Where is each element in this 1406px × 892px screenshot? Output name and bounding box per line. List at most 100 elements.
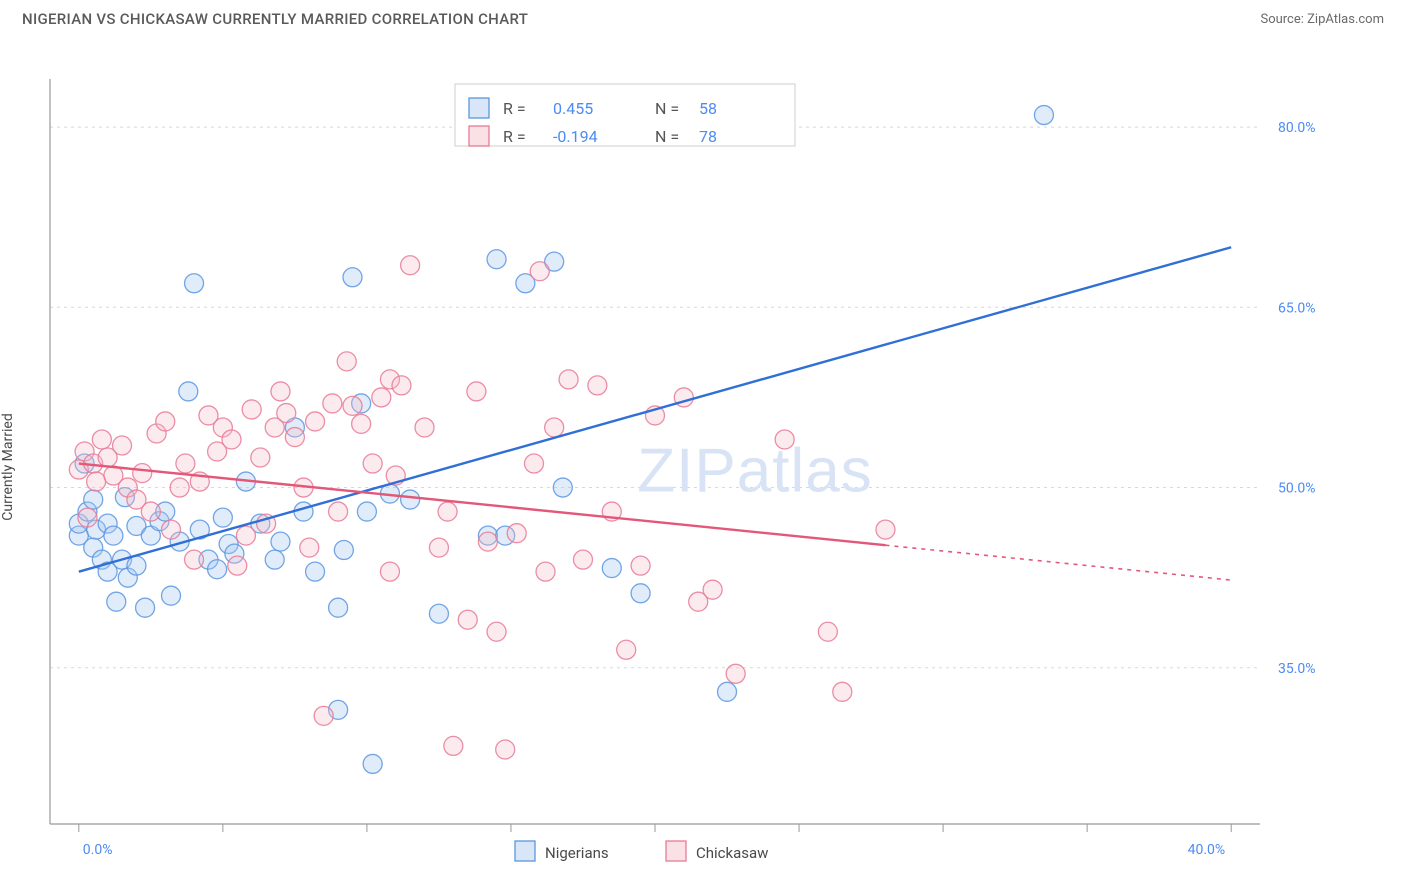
stats-r-value: 0.455: [553, 99, 593, 118]
data-point: [703, 580, 722, 599]
stats-n-label: N =: [655, 127, 679, 146]
data-point: [363, 454, 382, 473]
data-point: [401, 256, 420, 275]
data-point: [84, 490, 103, 509]
data-point: [487, 622, 506, 641]
stats-swatch: [469, 126, 489, 146]
data-point: [185, 274, 204, 293]
data-point: [444, 736, 463, 755]
legend-swatch: [515, 841, 535, 861]
data-point: [179, 382, 198, 401]
chart-container: Currently Married 35.0%50.0%65.0%80.0%ZI…: [0, 34, 1406, 884]
data-point: [343, 268, 362, 287]
data-point: [329, 502, 348, 521]
x-tick-label: 40.0%: [1188, 842, 1226, 858]
data-point: [222, 430, 241, 449]
data-point: [265, 550, 284, 569]
data-point: [507, 524, 526, 543]
data-point: [162, 520, 181, 539]
data-point: [113, 436, 132, 455]
data-point: [271, 532, 290, 551]
y-tick-label: 65.0%: [1278, 300, 1316, 316]
data-point: [277, 404, 296, 423]
data-point: [176, 454, 195, 473]
legend-swatch: [666, 841, 686, 861]
data-point: [1034, 106, 1053, 125]
data-point: [876, 520, 895, 539]
data-point: [251, 448, 270, 467]
data-point: [573, 550, 592, 569]
stats-n-value: 78: [699, 127, 717, 146]
data-point: [818, 622, 837, 641]
data-point: [242, 400, 261, 419]
data-point: [617, 640, 636, 659]
data-point: [271, 382, 290, 401]
legend-label: Nigerians: [545, 844, 609, 862]
data-point: [170, 478, 189, 497]
data-point: [334, 541, 353, 560]
data-point: [329, 598, 348, 617]
data-point: [363, 754, 382, 773]
data-point: [285, 428, 304, 447]
data-point: [107, 592, 126, 611]
data-point: [401, 490, 420, 509]
data-point: [104, 526, 123, 545]
data-point: [78, 508, 97, 527]
data-point: [525, 454, 544, 473]
data-point: [553, 478, 572, 497]
data-point: [775, 430, 794, 449]
data-point: [127, 556, 146, 575]
data-point: [213, 508, 232, 527]
data-point: [429, 604, 448, 623]
data-point: [726, 664, 745, 683]
data-point: [415, 418, 434, 437]
scatter-chart: 35.0% 50.0% 65.0% 80.0% ZIPatlas 0.0% 40.0% R =…: [0, 34, 1406, 884]
legend-label: Chickasaw: [696, 844, 768, 862]
data-point: [602, 559, 621, 578]
watermark: ZIPatlas: [637, 437, 872, 506]
data-point: [588, 376, 607, 395]
stats-n-value: 58: [699, 99, 717, 118]
data-point: [833, 682, 852, 701]
data-point: [631, 556, 650, 575]
data-point: [92, 430, 111, 449]
data-point: [352, 414, 371, 433]
data-point: [467, 382, 486, 401]
data-point: [718, 682, 737, 701]
data-point: [208, 560, 227, 579]
data-point: [372, 388, 391, 407]
data-point: [536, 562, 555, 581]
data-point: [487, 250, 506, 269]
y-tick-label: 80.0%: [1278, 120, 1316, 136]
data-point: [478, 532, 497, 551]
data-point: [458, 610, 477, 629]
data-point: [133, 464, 152, 483]
stats-r-label: R =: [503, 99, 526, 118]
y-tick-label: 50.0%: [1278, 481, 1316, 497]
data-point: [141, 502, 160, 521]
x-tick-label: 0.0%: [83, 842, 113, 858]
data-point: [337, 352, 356, 371]
data-point: [429, 538, 448, 557]
data-point: [380, 562, 399, 581]
data-point: [300, 538, 319, 557]
data-point: [162, 586, 181, 605]
data-point: [323, 394, 342, 413]
data-point: [228, 556, 247, 575]
data-point: [314, 706, 333, 725]
data-point: [392, 376, 411, 395]
chart-title: NIGERIAN VS CHICKASAW CURRENTLY MARRIED …: [22, 10, 528, 28]
y-tick-label: 35.0%: [1278, 661, 1316, 677]
data-point: [294, 502, 313, 521]
trend-line-extrapolated: [885, 545, 1231, 580]
data-point: [357, 502, 376, 521]
data-point: [438, 502, 457, 521]
chart-header: NIGERIAN VS CHICKASAW CURRENTLY MARRIED …: [0, 0, 1406, 34]
stats-swatch: [469, 98, 489, 118]
data-point: [559, 370, 578, 389]
data-point: [236, 526, 255, 545]
data-point: [306, 562, 325, 581]
data-point: [530, 262, 549, 281]
data-point: [136, 598, 155, 617]
data-point: [496, 740, 515, 759]
